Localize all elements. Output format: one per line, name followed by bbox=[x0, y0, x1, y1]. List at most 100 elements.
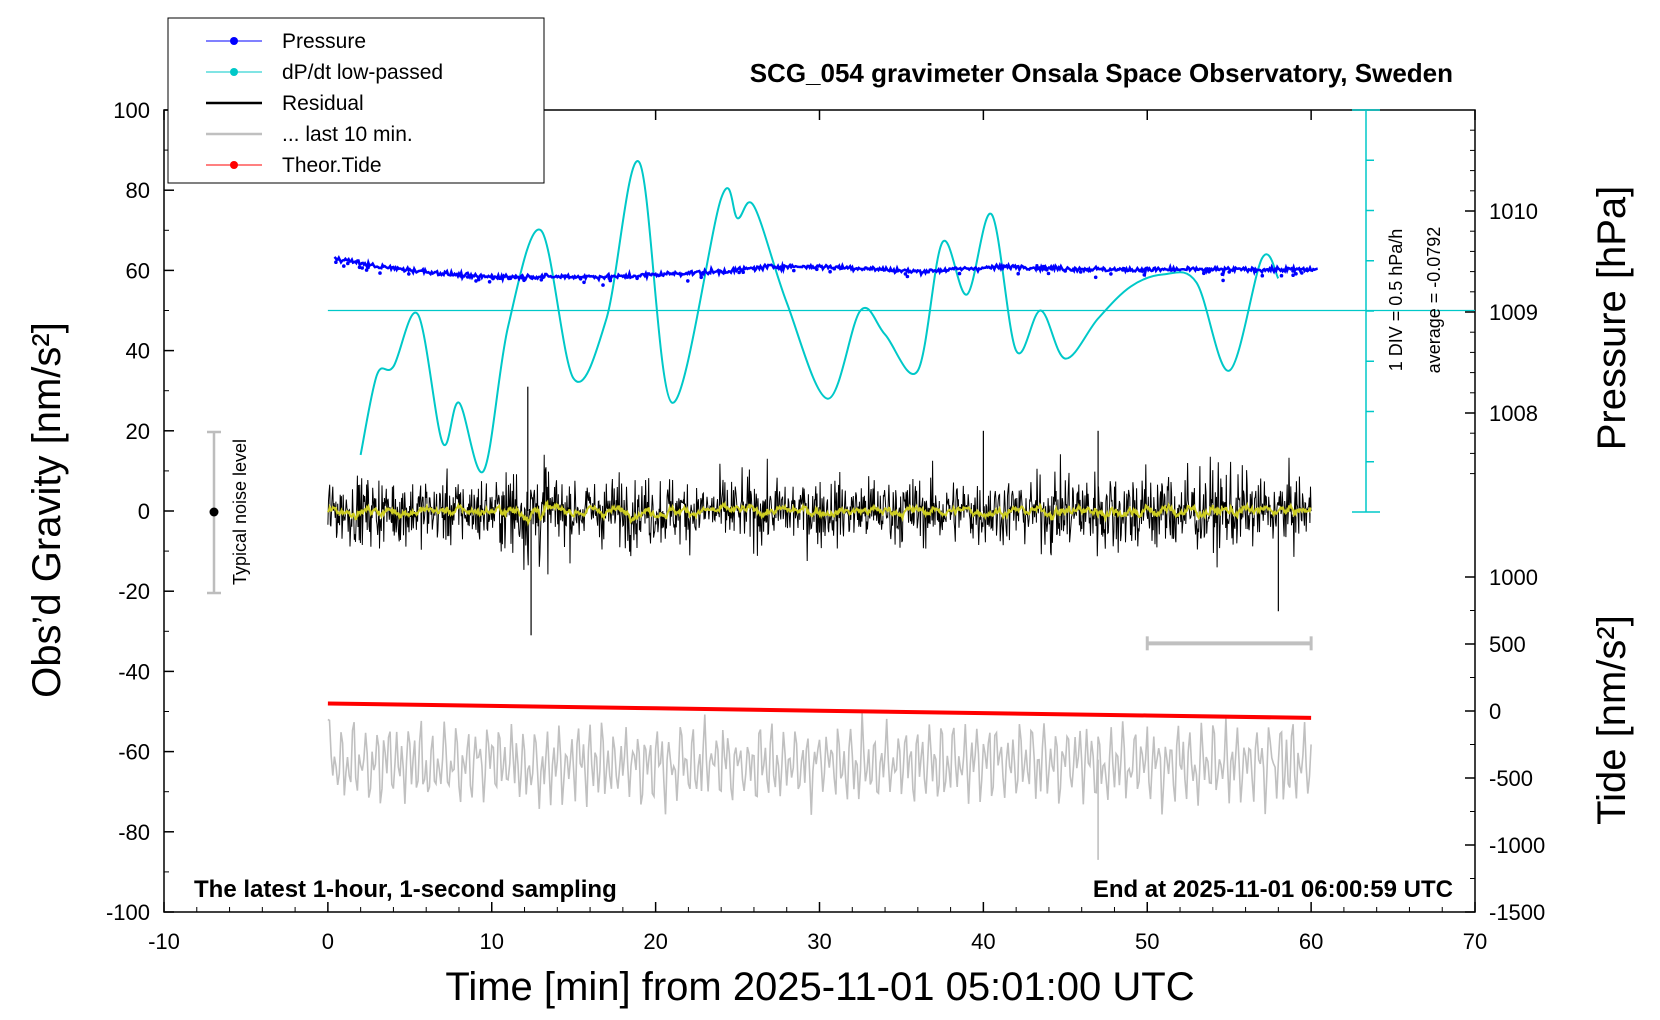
pressure-point bbox=[737, 270, 741, 275]
pressure-point bbox=[601, 283, 605, 287]
legend-item: ... last 10 min. bbox=[206, 123, 413, 146]
pressure-point bbox=[699, 272, 703, 277]
pressure-point bbox=[679, 272, 683, 277]
pressure-point bbox=[1109, 272, 1113, 276]
pressure-point bbox=[465, 275, 470, 279]
pressure-point bbox=[1138, 268, 1142, 273]
pressure-point bbox=[1279, 273, 1284, 278]
legend-swatch-dot bbox=[230, 37, 238, 45]
pressure-line bbox=[333, 255, 1318, 284]
pressure-point bbox=[1220, 272, 1225, 277]
pressure-point bbox=[539, 278, 544, 282]
pressure-point bbox=[487, 280, 492, 284]
footer-right: End at 2025-11-01 06:00:59 UTC bbox=[1093, 876, 1453, 903]
dpdt-average-label: average = -0.0792 bbox=[1424, 227, 1444, 374]
pressure-point bbox=[364, 268, 369, 272]
tide-series bbox=[327, 701, 1312, 720]
tide-tick-label: 500 bbox=[1489, 632, 1526, 657]
pressure-point bbox=[1121, 268, 1125, 272]
pressure-point bbox=[407, 272, 411, 276]
dpdt-div-label: 1 DIV = 0.5 hPa/h bbox=[1386, 229, 1406, 372]
pressure-point bbox=[1291, 269, 1295, 273]
pressure-point bbox=[1305, 268, 1309, 273]
pressure-point bbox=[607, 276, 612, 281]
pressure-point bbox=[792, 268, 796, 273]
pressure-point bbox=[522, 278, 526, 283]
pressure-point bbox=[699, 275, 703, 280]
pressure-point bbox=[366, 265, 370, 270]
pressure-point bbox=[1294, 272, 1298, 276]
y-tick-label: -60 bbox=[118, 740, 150, 765]
y-tick-label: 100 bbox=[113, 98, 150, 123]
pressure-point bbox=[1078, 270, 1083, 274]
pressure-point bbox=[828, 269, 832, 274]
legend-item: Theor.Tide bbox=[206, 154, 382, 177]
legend-label: Theor.Tide bbox=[282, 154, 382, 177]
dpdt-line bbox=[359, 160, 1280, 474]
noise-level-indicator: Typical noise level bbox=[207, 430, 250, 595]
pressure-point bbox=[1300, 271, 1304, 275]
x-tick-label: 70 bbox=[1463, 929, 1487, 954]
legend-item: Pressure bbox=[206, 30, 366, 53]
pressure-point bbox=[507, 276, 511, 281]
pressure-point bbox=[1088, 268, 1092, 273]
pressure-point bbox=[1227, 270, 1231, 274]
y-tick-label: -100 bbox=[106, 900, 150, 925]
pressure-point bbox=[360, 266, 365, 270]
pressure-tick-label: 1008 bbox=[1489, 401, 1538, 426]
residual-series bbox=[327, 386, 1312, 636]
legend: Pressure dP/dt low-passed Residual ... last… bbox=[167, 17, 545, 184]
pressure-point bbox=[1046, 271, 1051, 276]
pressure-point bbox=[1221, 278, 1225, 283]
legend-label: Pressure bbox=[282, 30, 366, 53]
pressure-point bbox=[1049, 266, 1054, 271]
noise-dot bbox=[209, 507, 219, 517]
x-tick-label: 30 bbox=[807, 929, 831, 954]
y-tick-label: -20 bbox=[118, 579, 150, 604]
pressure-point bbox=[1016, 271, 1020, 276]
pressure-point bbox=[905, 274, 910, 279]
pressure-point bbox=[357, 265, 362, 270]
last-10min-line bbox=[327, 711, 1312, 815]
tide-tick-label: -1500 bbox=[1489, 900, 1545, 925]
pressure-point bbox=[635, 276, 639, 281]
pressure-point bbox=[520, 275, 524, 280]
y-axis-title-left: Obs’d Gravity [nm/s²] bbox=[25, 322, 69, 698]
last-10min-series bbox=[327, 711, 1312, 860]
axes-ticks: -10 0 10 20 30 40 50 60 70100806040200-20-40-60-… bbox=[106, 98, 1545, 954]
y-tick-label: 60 bbox=[126, 258, 150, 283]
x-tick-label: 50 bbox=[1135, 929, 1159, 954]
pressure-point bbox=[1291, 273, 1295, 278]
legend-item: dP/dt low-passed bbox=[206, 61, 443, 84]
pressure-point bbox=[1063, 269, 1067, 273]
dpdt-series bbox=[359, 160, 1280, 474]
pressure-point bbox=[1260, 273, 1265, 278]
noise-level-label: Typical noise level bbox=[230, 439, 250, 585]
legend-swatch-dot bbox=[230, 161, 238, 169]
legend-item: Residual bbox=[206, 92, 364, 115]
pressure-point bbox=[513, 275, 518, 280]
pressure-point bbox=[378, 271, 382, 275]
pressure-point bbox=[1202, 271, 1206, 276]
x-tick-label: 10 bbox=[480, 929, 504, 954]
y-axis-title-pressure: Pressure [hPa] bbox=[1590, 186, 1634, 451]
pressure-point bbox=[477, 277, 481, 282]
pressure-point bbox=[832, 266, 837, 271]
pressure-point bbox=[903, 272, 908, 276]
pressure-point bbox=[815, 267, 819, 272]
pressure-point bbox=[342, 264, 346, 268]
dpdt-scale-axis bbox=[327, 109, 1475, 513]
last-10min-bar bbox=[1145, 636, 1313, 651]
pressure-point bbox=[686, 279, 690, 283]
tide-line bbox=[327, 701, 1312, 720]
x-tick-label: 20 bbox=[643, 929, 667, 954]
pressure-point bbox=[1254, 268, 1258, 273]
x-tick-label: 0 bbox=[322, 929, 334, 954]
pressure-tick-label: 1010 bbox=[1489, 199, 1538, 224]
pressure-point bbox=[957, 271, 962, 276]
pressure-point bbox=[474, 279, 478, 283]
x-axis-title: Time [min] from 2025-11-01 05:01:00 UTC bbox=[445, 965, 1194, 1009]
legend-box bbox=[167, 17, 545, 184]
pressure-point bbox=[1045, 268, 1049, 272]
